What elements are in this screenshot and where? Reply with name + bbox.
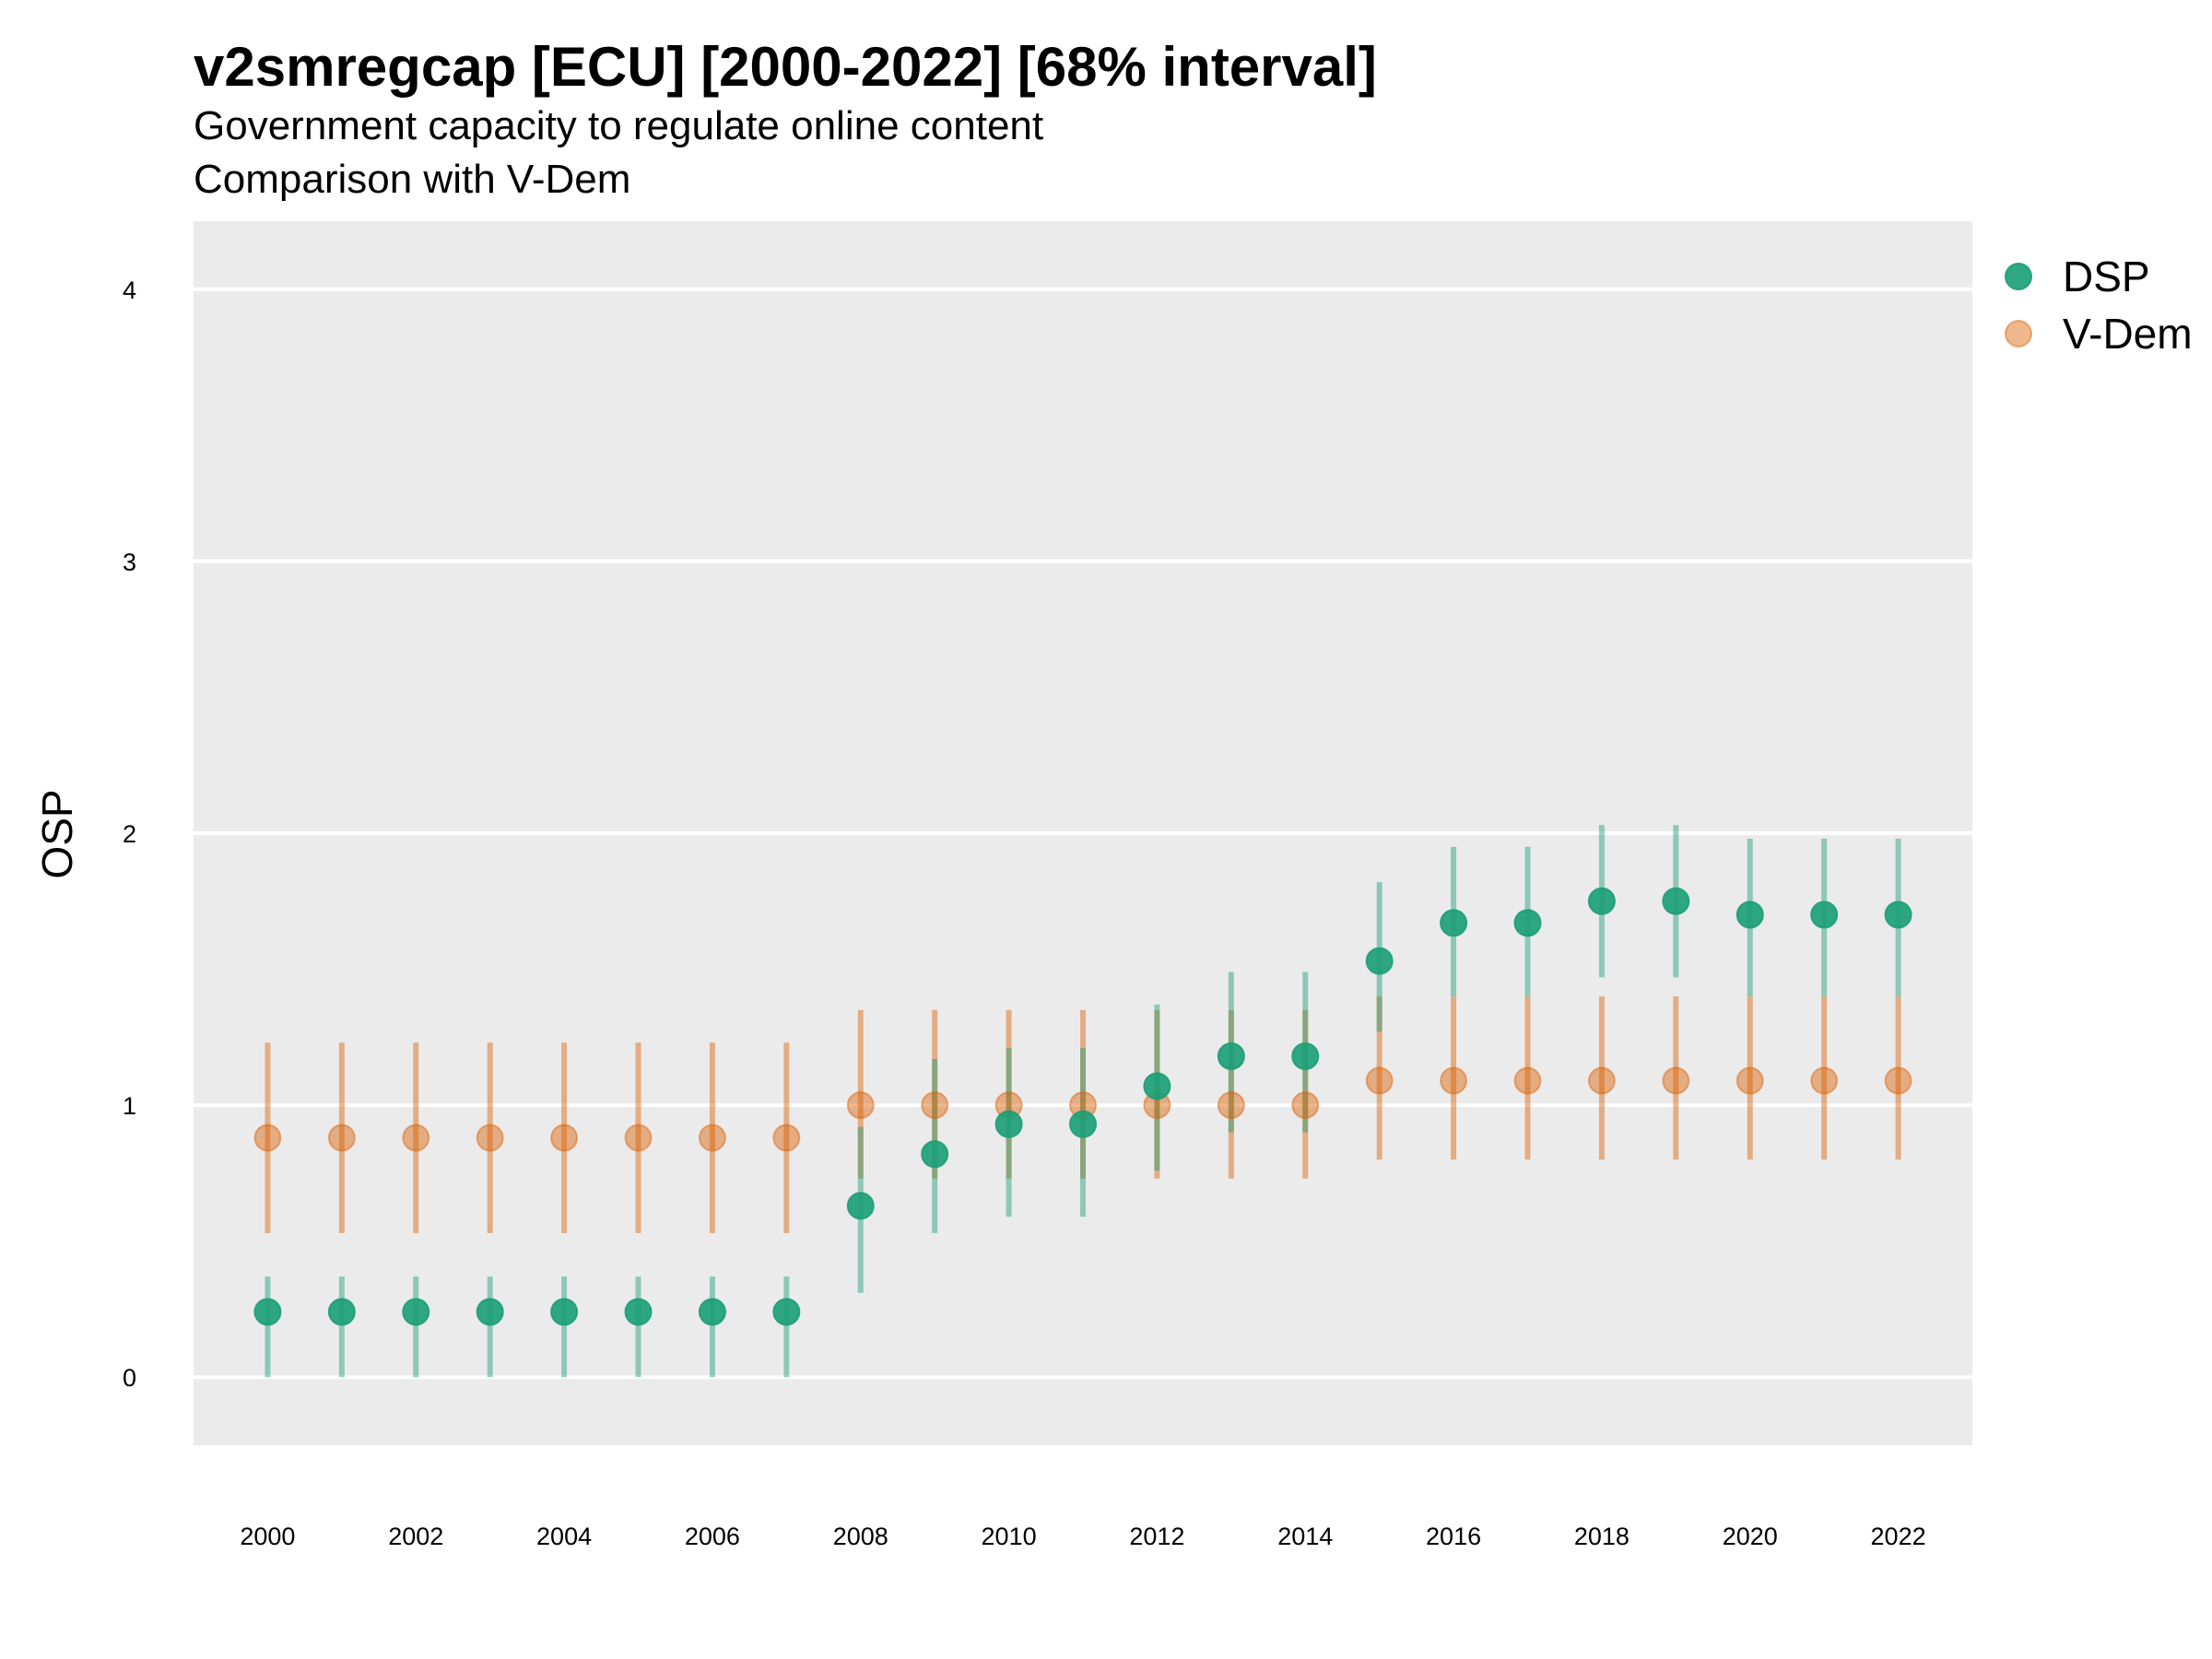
y-tick-label: 0 (123, 1364, 136, 1392)
data-point-dsp (1217, 1041, 1245, 1070)
x-tick-label: 2012 (1129, 1523, 1184, 1550)
x-tick-label: 2020 (1723, 1523, 1778, 1550)
y-tick-label: 4 (123, 276, 136, 304)
y-tick-label: 2 (123, 820, 136, 848)
y-axis-ticks: 0 1 2 3 4 (123, 276, 136, 1392)
x-tick-label: 2018 (1574, 1523, 1630, 1550)
chart-title: v2smregcap [ECU] [2000-2022] [68% interv… (194, 36, 1377, 98)
data-point-v-dem (1513, 1066, 1542, 1095)
data-point-dsp (1143, 1072, 1171, 1100)
data-point-v-dem (1365, 1066, 1394, 1095)
data-point-v-dem (1291, 1091, 1320, 1120)
data-point-dsp (772, 1298, 801, 1326)
legend-marker-dsp (2005, 263, 2032, 290)
x-tick-label: 2022 (1871, 1523, 1926, 1550)
data-point-v-dem (327, 1124, 356, 1152)
y-tick-label: 3 (123, 548, 136, 576)
data-point-dsp (327, 1298, 356, 1326)
data-point-dsp (1291, 1041, 1320, 1070)
data-point-v-dem (624, 1124, 653, 1152)
y-tick-label: 1 (123, 1092, 136, 1120)
data-point-v-dem (921, 1091, 949, 1120)
legend-marker-v-dem (2005, 320, 2032, 347)
y-axis-label: OSP (33, 789, 81, 878)
data-point-v-dem (476, 1124, 504, 1152)
data-point-dsp (921, 1140, 949, 1169)
data-point-dsp (624, 1298, 653, 1326)
x-axis-ticks: 2000 2002 2004 2006 2008 2010 2012 2014 2016 2018… (240, 1523, 1925, 1550)
x-tick-label: 2008 (833, 1523, 888, 1550)
gridlines (194, 287, 1972, 1380)
x-tick-label: 2014 (1277, 1523, 1333, 1550)
data-point-dsp (1810, 900, 1839, 929)
data-point-dsp (1587, 887, 1616, 915)
data-point-v-dem (253, 1124, 282, 1152)
data-point-dsp (1884, 900, 1912, 929)
data-point-v-dem (1440, 1066, 1468, 1095)
legend: DSP V-Dem (2005, 253, 2193, 358)
chart-subtitle-line-1: Government capacity to regulate online c… (194, 103, 1044, 148)
x-tick-label: 2000 (240, 1523, 295, 1550)
data-points (253, 887, 1912, 1326)
data-point-v-dem (1735, 1066, 1764, 1095)
data-point-dsp (476, 1298, 504, 1326)
data-point-v-dem (1587, 1066, 1616, 1095)
legend-label-v-dem: V-Dem (2063, 310, 2193, 358)
data-point-v-dem (846, 1091, 875, 1120)
data-point-dsp (1069, 1110, 1097, 1138)
data-point-v-dem (1217, 1091, 1245, 1120)
data-point-v-dem (402, 1124, 430, 1152)
data-point-dsp (994, 1110, 1023, 1138)
data-point-dsp (1735, 900, 1764, 929)
data-point-v-dem (698, 1124, 726, 1152)
data-point-v-dem (550, 1124, 579, 1152)
data-point-dsp (846, 1192, 875, 1220)
legend-label-dsp: DSP (2063, 253, 2150, 300)
data-point-dsp (1662, 887, 1690, 915)
data-point-dsp (698, 1298, 726, 1326)
x-tick-label: 2006 (685, 1523, 740, 1550)
data-point-v-dem (1810, 1066, 1839, 1095)
x-tick-label: 2004 (536, 1523, 592, 1550)
x-tick-label: 2002 (388, 1523, 443, 1550)
data-point-dsp (1365, 947, 1394, 975)
data-point-v-dem (1662, 1066, 1690, 1095)
data-point-dsp (1513, 909, 1542, 937)
data-point-v-dem (1884, 1066, 1912, 1095)
data-point-dsp (402, 1298, 430, 1326)
data-point-dsp (550, 1298, 579, 1326)
data-point-dsp (253, 1298, 282, 1326)
chart-subtitle-line-2: Comparison with V-Dem (194, 157, 631, 202)
x-tick-label: 2016 (1426, 1523, 1481, 1550)
data-point-v-dem (772, 1124, 801, 1152)
x-tick-label: 2010 (982, 1523, 1037, 1550)
data-point-dsp (1440, 909, 1468, 937)
